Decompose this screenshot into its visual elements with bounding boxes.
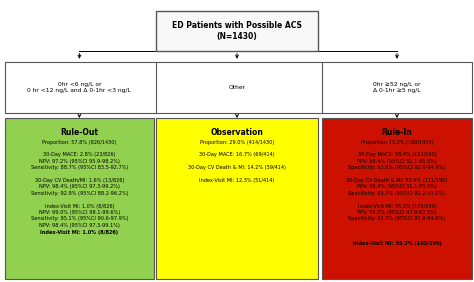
Bar [5,118,154,279]
Text: Other: Other [228,85,246,90]
Text: Rule-In: Rule-In [382,128,412,137]
Bar [156,11,318,51]
Text: Index-Visit MI: 55.3% (105/190): Index-Visit MI: 55.3% (105/190) [353,241,441,246]
Bar [5,62,472,113]
Bar [322,118,472,279]
Text: 0hr <6 ng/L or
0 hr <12 ng/L and Δ 0-1hr <3 ng/L: 0hr <6 ng/L or 0 hr <12 ng/L and Δ 0-1hr… [27,82,131,93]
Text: Proportion: 29.0% (414/1430)

30-Day MACE: 16.7% (69/414)

30-Day CV Death & MI:: Proportion: 29.0% (414/1430) 30-Day MACE… [188,140,286,183]
Text: Proportion 13.3% (190/1430)

30-Day MACE: 58.4% (111/190)
PPV: 58.4% (95%CI 51.1: Proportion 13.3% (190/1430) 30-Day MACE:… [346,140,447,221]
Text: Index-Visit MI: 1.0% (8/826): Index-Visit MI: 1.0% (8/826) [40,230,118,235]
Bar [156,118,318,279]
Text: 0hr ≥52 ng/L or
Δ 0-1hr ≥5 ng/L: 0hr ≥52 ng/L or Δ 0-1hr ≥5 ng/L [373,82,421,93]
Text: Observation: Observation [210,128,264,137]
Text: Rule-Out: Rule-Out [60,128,99,137]
Text: Proportion: 57.8% (826/1430)

30-Day MACE: 2.8% (23/826)
NPV: 97.2% (95%CI 95.9-: Proportion: 57.8% (826/1430) 30-Day MACE… [31,140,128,228]
Text: ED Patients with Possible ACS
(N=1430): ED Patients with Possible ACS (N=1430) [172,21,302,41]
